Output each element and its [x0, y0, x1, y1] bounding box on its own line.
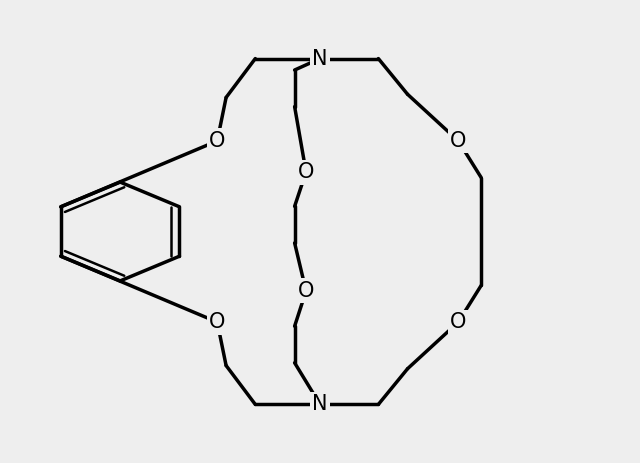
Text: O: O — [298, 281, 314, 301]
Text: N: N — [312, 394, 328, 414]
Text: O: O — [209, 131, 225, 151]
Text: O: O — [209, 312, 225, 332]
Text: N: N — [312, 49, 328, 69]
Text: O: O — [450, 312, 467, 332]
Text: O: O — [450, 131, 467, 151]
Text: O: O — [298, 162, 314, 182]
